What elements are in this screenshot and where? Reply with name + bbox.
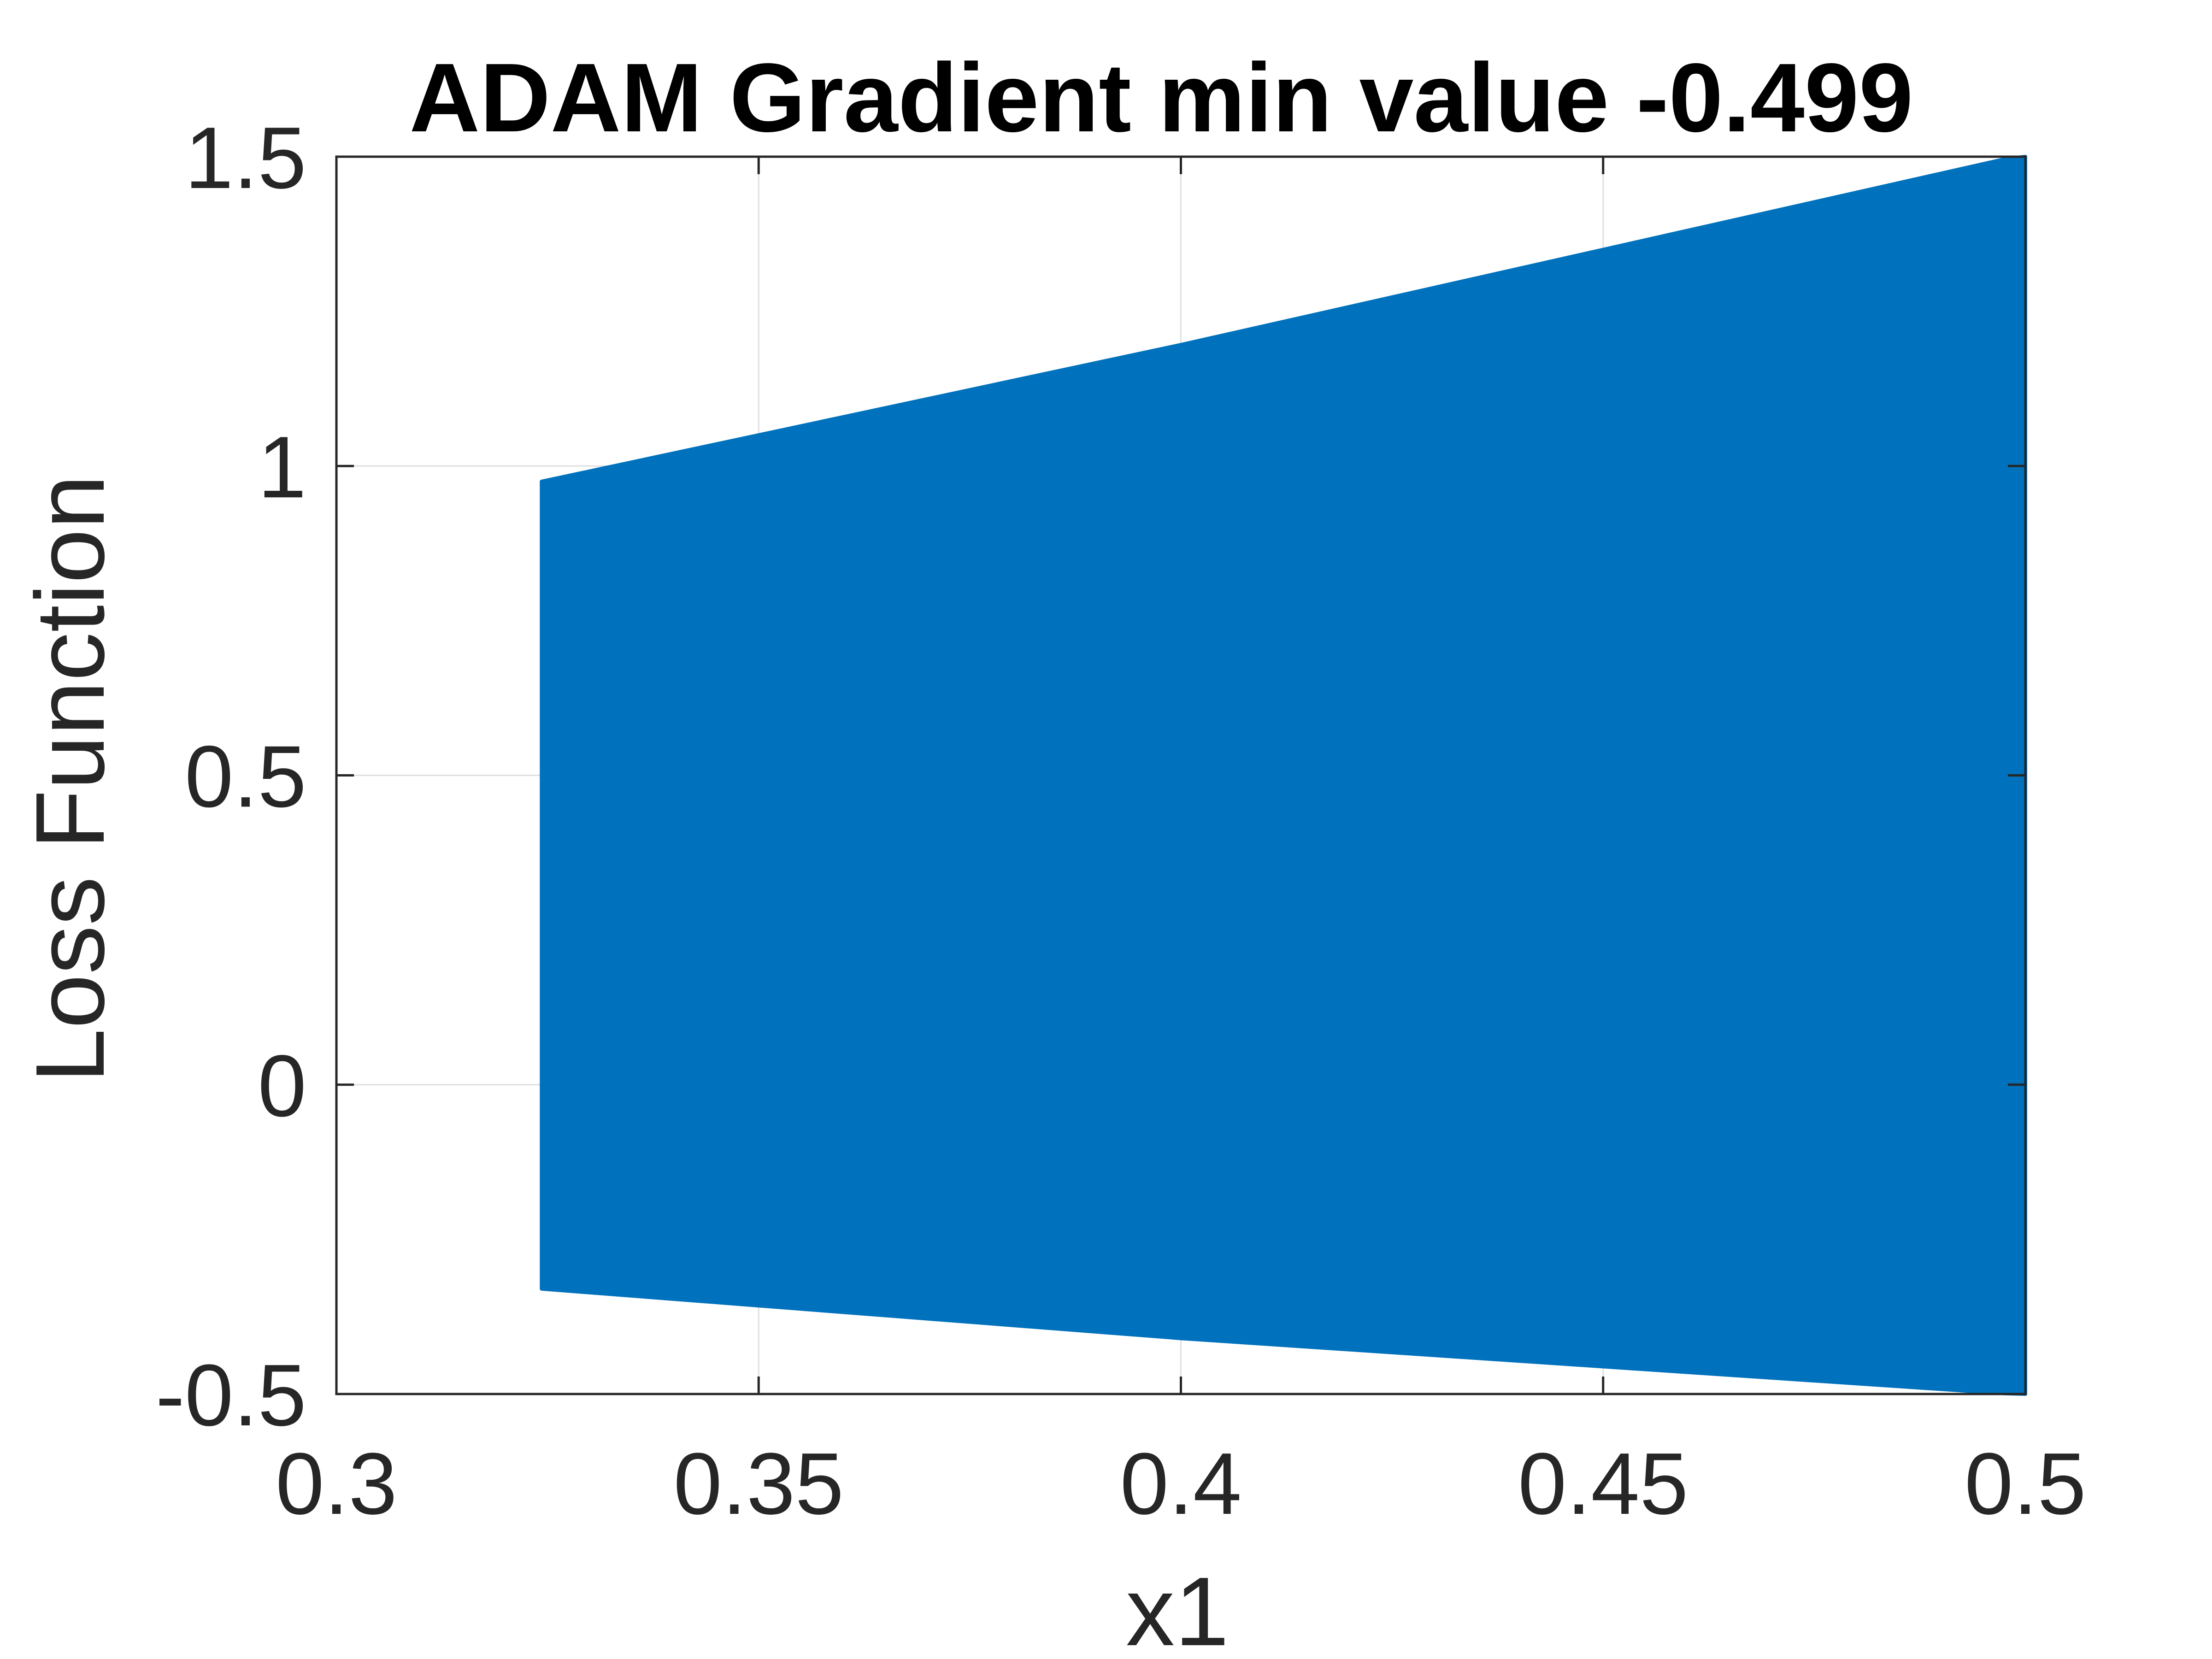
y-tick-label: 0 [258, 1037, 306, 1135]
y-tick-label: 1.5 [185, 109, 306, 207]
series-area [540, 155, 2027, 1396]
x-axis-label: x1 [1126, 1557, 1229, 1659]
x-tick-label: 0.35 [673, 1435, 844, 1533]
y-tick-labels: -0.5 0 0.5 1 1.5 [156, 109, 306, 1444]
x-tick-label: 0.45 [1518, 1435, 1688, 1533]
chart-title: ADAM Gradient min value -0.499 [409, 43, 1913, 152]
x-tick-label: 0.4 [1120, 1435, 1241, 1533]
x-tick-label: 0.3 [276, 1435, 397, 1533]
y-axis-label: Loss Function [15, 475, 124, 1083]
x-tick-label: 0.5 [1965, 1435, 2086, 1533]
tick-marks [335, 155, 2027, 1395]
y-tick-label: -0.5 [156, 1347, 306, 1444]
x-tick-labels: 0.3 0.35 0.4 0.45 0.5 [276, 1435, 2086, 1533]
y-tick-label: 0.5 [185, 728, 306, 826]
y-tick-label: 1 [258, 418, 306, 516]
plot-area [540, 155, 2027, 1396]
